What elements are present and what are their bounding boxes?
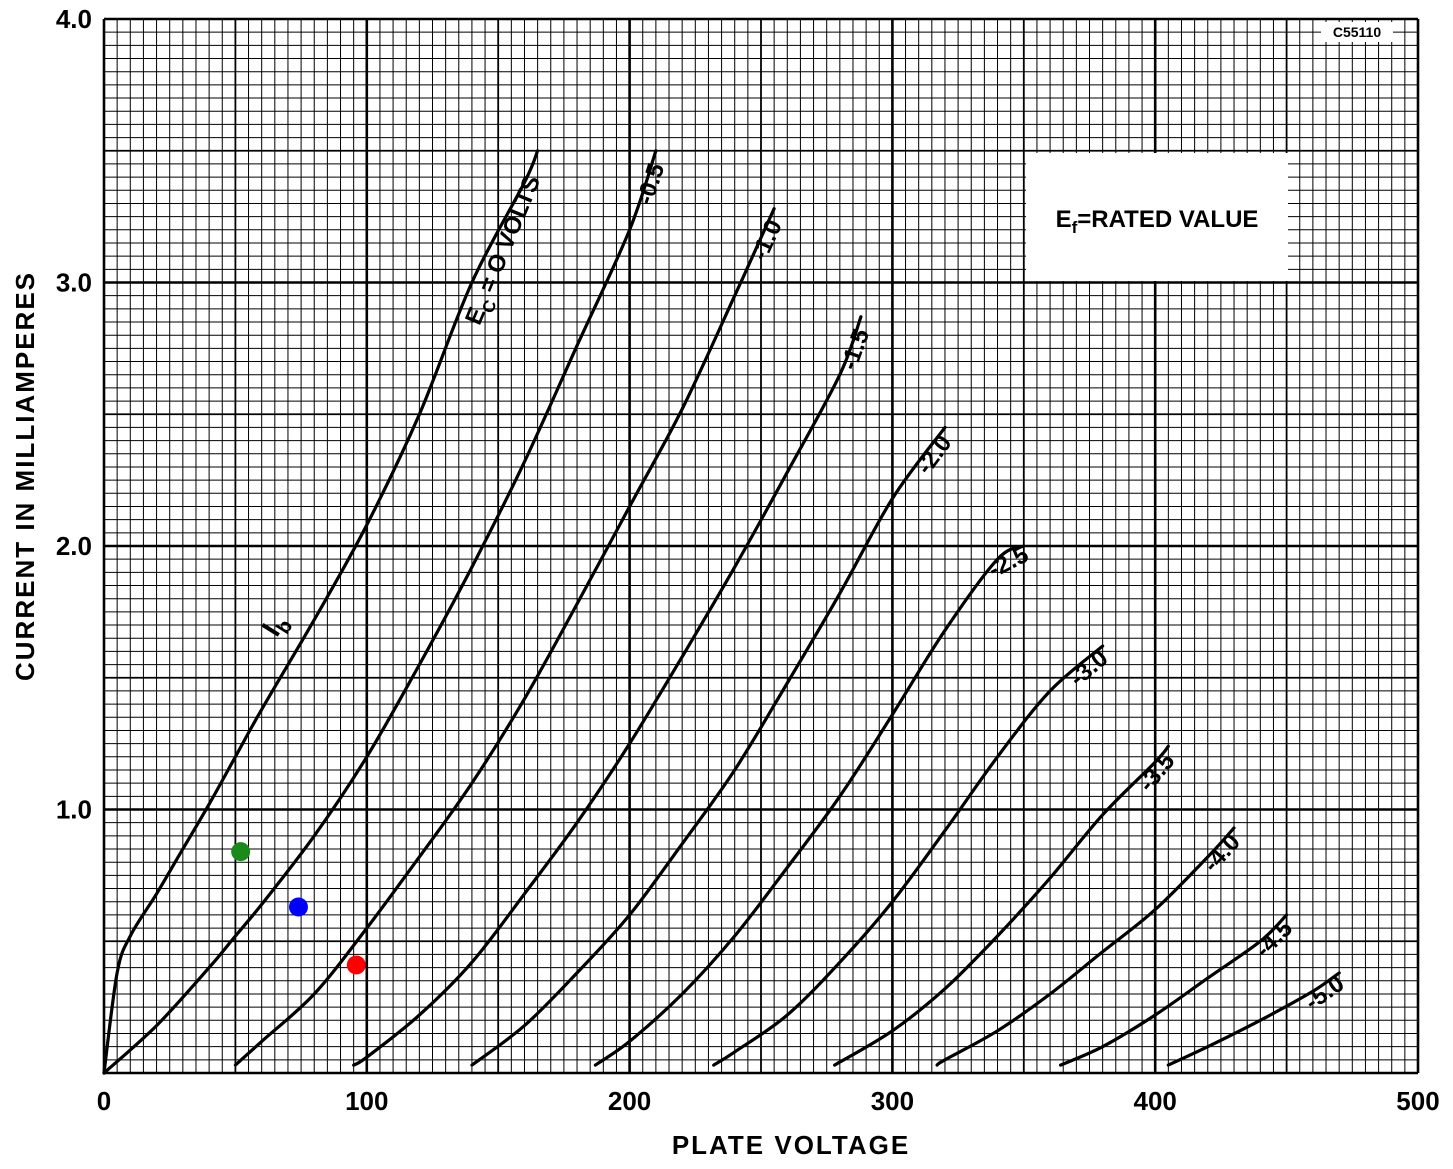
curve-label-group: -2.5 [984, 541, 1033, 584]
y-tick-label: 2.0 [56, 531, 92, 561]
annotation-subscript: f [1072, 218, 1078, 237]
curve-label-group: -1.0 [746, 216, 788, 265]
x-tick-label: 300 [871, 1086, 914, 1116]
y-tick-label: 4.0 [56, 4, 92, 34]
curve-label-group: -5.0 [1300, 970, 1349, 1016]
annotation-prefix: E [1056, 206, 1072, 233]
curve-series-8 [935, 826, 1236, 1067]
curve-label-series-5: -2.5 [984, 541, 1033, 584]
curve-series-5 [593, 544, 1026, 1067]
grid [102, 17, 1420, 1075]
reference-code: C55110 [1333, 24, 1381, 40]
curve-label-group: -3.5 [1133, 748, 1180, 797]
curve-series-4 [470, 425, 947, 1067]
data-point-marker [231, 842, 251, 862]
curve-series-7 [833, 744, 1170, 1067]
curve-label-group: -4.5 [1250, 915, 1298, 963]
curve-series-0 [102, 149, 540, 1075]
x-tick-label: 200 [608, 1086, 651, 1116]
curve-label-series-7: -3.5 [1133, 748, 1180, 797]
curve-label-series-1: -0.5 [632, 160, 671, 208]
curve-series-2 [233, 207, 776, 1067]
x-tick-label: 400 [1134, 1086, 1177, 1116]
curve-series-10 [1166, 971, 1341, 1067]
curve-series-9 [1059, 913, 1289, 1067]
annotation-box [1026, 153, 1288, 281]
data-point-marker [346, 955, 366, 975]
curve-series-6 [712, 644, 1105, 1067]
curve-label-series-9: -4.5 [1250, 915, 1298, 963]
x-tick-label: 0 [97, 1086, 111, 1116]
curve-label-series-4: -2.0 [911, 430, 957, 479]
y-axis-label: CURRENT IN MILLIAMPERES [10, 271, 40, 681]
curve-label-series-3: -1.5 [836, 325, 875, 373]
curve-series-1 [102, 149, 658, 1075]
curve-series-3 [352, 315, 863, 1067]
data-point-marker [288, 897, 308, 917]
annotation-suffix: =RATED VALUE [1077, 206, 1258, 233]
x-axis-label: PLATE VOLTAGE [672, 1130, 910, 1160]
reference-code-background [1321, 22, 1393, 42]
curve-label-group: -0.5 [632, 160, 671, 208]
curve-label-group: -1.5 [836, 325, 875, 373]
curve-label-group: -2.0 [911, 430, 957, 479]
markers [231, 842, 366, 975]
x-tick-label: 100 [345, 1086, 388, 1116]
y-tick-label: 3.0 [56, 268, 92, 298]
y-tick-label: 1.0 [56, 795, 92, 825]
x-tick-label: 500 [1396, 1086, 1439, 1116]
annotation-text: Ef=RATED VALUE [1056, 206, 1259, 237]
curves [102, 149, 1341, 1075]
curve-label-series-2: -1.0 [746, 216, 788, 265]
curve-label-series-10: -5.0 [1300, 970, 1349, 1016]
axis-text: 0 100 200 300 400 500 1.0 2.0 3.0 4.0 PLATE VOLTAG… [10, 4, 1440, 1160]
